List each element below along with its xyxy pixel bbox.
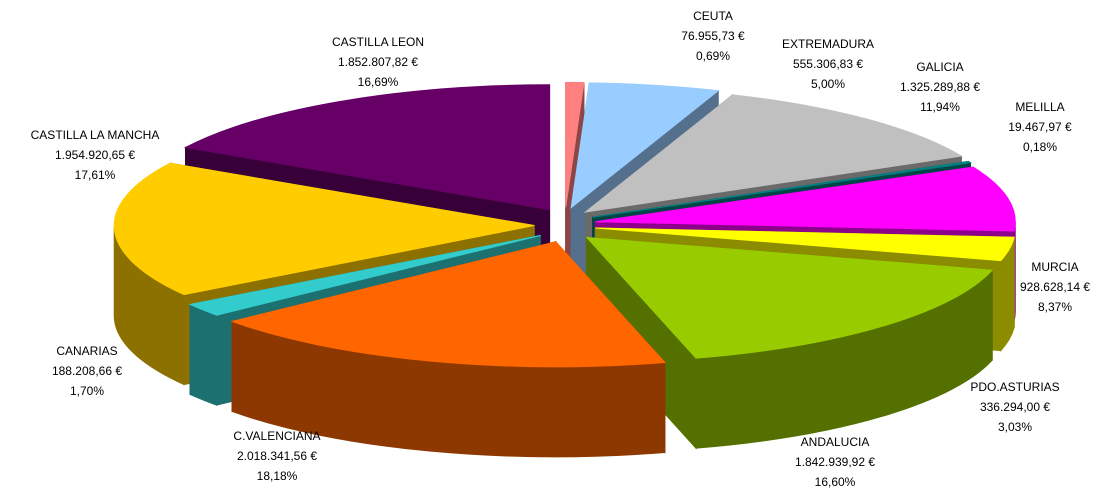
slice-top	[188, 234, 541, 316]
percent-label: 0,69%	[696, 49, 730, 63]
slice-top	[583, 94, 963, 213]
slice-label: MELILLA	[1015, 100, 1064, 114]
slice-label: CEUTA	[693, 9, 733, 23]
slice-label: PDO.ASTURIAS	[970, 380, 1059, 394]
value-label: 1.954.920,65 €	[55, 148, 135, 162]
percent-label: 1,70%	[70, 384, 104, 398]
percent-label: 8,37%	[1038, 300, 1072, 314]
slice-top	[113, 162, 535, 296]
percent-label: 16,69%	[358, 75, 399, 89]
percent-label: 5,00%	[811, 77, 845, 91]
percent-label: 11,94%	[920, 100, 960, 114]
slice-label: ANDALUCIA	[801, 435, 870, 449]
slice-label: GALICIA	[916, 60, 963, 74]
slice-top	[592, 160, 972, 218]
value-label: 928.628,14 €	[1020, 280, 1090, 294]
slice-top	[570, 82, 720, 209]
percent-label: 0,18%	[1023, 140, 1057, 154]
value-label: 19.467,97 €	[1008, 120, 1072, 134]
value-label: 76.955,73 €	[681, 29, 745, 43]
percent-label: 3,03%	[998, 420, 1032, 434]
value-label: 188.208,66 €	[52, 364, 122, 378]
value-label: 2.018.341,56 €	[237, 449, 317, 463]
value-label: 1.842.939,92 €	[795, 455, 875, 469]
slice-label: C.VALENCIANA	[233, 429, 320, 443]
slice-top	[595, 166, 1016, 232]
percent-label: 17,61%	[75, 168, 116, 182]
slice-top	[585, 236, 994, 359]
slice-top	[183, 84, 551, 211]
slice-label: CANARIAS	[56, 344, 117, 358]
slice-label: CASTILLA LEON	[332, 35, 424, 49]
slice-label: CASTILLA LA MANCHA	[31, 128, 160, 142]
slice-label: EXTREMADURA	[782, 37, 874, 51]
slice	[230, 240, 666, 458]
value-label: 555.306,83 €	[793, 57, 863, 71]
slice-label: MURCIA	[1031, 260, 1078, 274]
slice-wall	[189, 303, 218, 406]
slice-top	[230, 241, 666, 368]
value-label: 1.325.289,88 €	[900, 80, 980, 94]
percent-label: 16,60%	[815, 475, 856, 489]
slice-top	[565, 81, 585, 208]
value-label: 1.852.807,82 €	[338, 55, 418, 69]
value-label: 336.294,00 €	[980, 400, 1050, 414]
percent-label: 18,18%	[257, 469, 298, 483]
slice-top	[595, 227, 1015, 262]
